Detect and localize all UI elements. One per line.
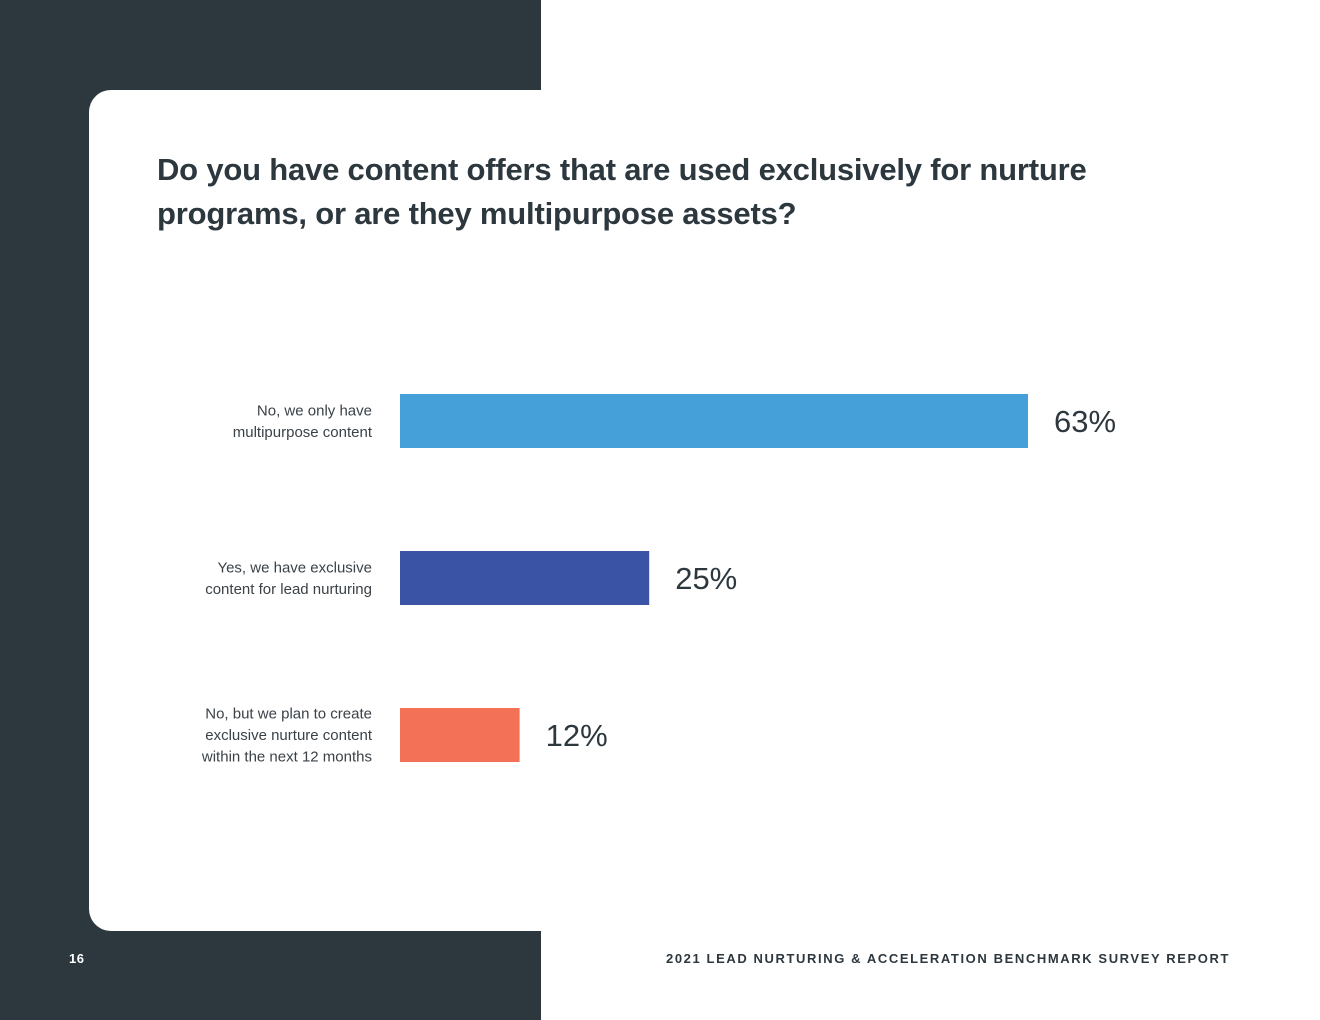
- page-title: Do you have content offers that are used…: [157, 152, 1087, 231]
- value-label-1: 63%: [1054, 404, 1116, 439]
- content-card: [89, 90, 1320, 931]
- page-number: 16: [69, 951, 85, 966]
- bar-2: [400, 551, 650, 605]
- category-label-3: No, but we plan to create exclusive nurtu…: [201, 706, 373, 766]
- category-label-1: No, we only have multipurpose content: [233, 402, 373, 441]
- value-label-3: 12%: [546, 718, 608, 753]
- value-label-2: 25%: [675, 561, 737, 596]
- category-label-2: Yes, we have exclusive content for lead n…: [205, 559, 372, 598]
- bar-3: [400, 708, 520, 762]
- report-title: 2021 LEAD NURTURING & ACCELERATION BENCH…: [666, 951, 1230, 966]
- bar-1: [400, 394, 1028, 448]
